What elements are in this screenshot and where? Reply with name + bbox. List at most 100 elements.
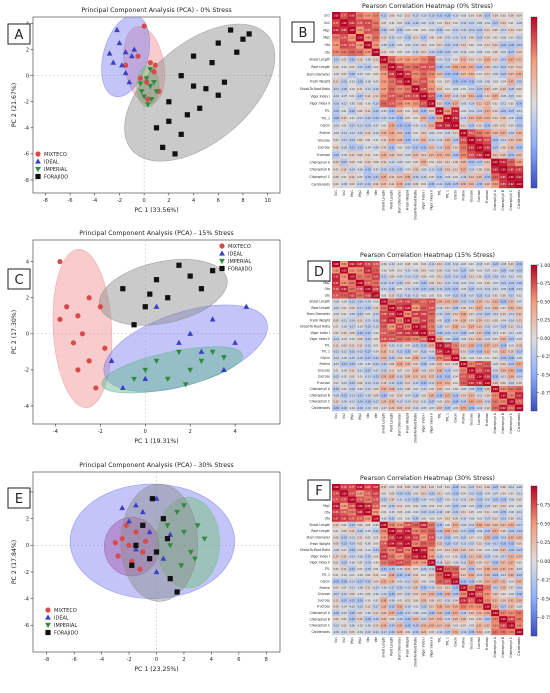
heatmap-cell-value: -0.01	[357, 376, 363, 379]
heatmap-cell-value: 0.32	[389, 401, 395, 404]
heatmap-cell-value: 0.01	[413, 117, 419, 120]
heatmap-cell-value: 0.92	[413, 555, 419, 558]
heatmap-cell-value: -0.25	[389, 44, 395, 47]
heatmap-cell	[363, 100, 372, 108]
heatmap-cell	[371, 553, 380, 560]
heatmap-cell	[507, 386, 516, 393]
heatmap-cell-value: 0.08	[389, 618, 395, 621]
heatmap-cell-value: -0.07	[397, 37, 403, 40]
heatmap-cell-value: -0.04	[365, 549, 371, 552]
heatmap-cell-value: 0.23	[381, 618, 387, 621]
heatmap-cell	[467, 261, 476, 268]
heatmap-cell-value: -0.06	[421, 612, 427, 615]
heatmap-cell	[499, 286, 508, 293]
heatmap-cell-value: 0.31	[477, 624, 483, 627]
heatmap-cell	[403, 603, 412, 611]
heatmap-cell	[515, 166, 524, 174]
heatmap-cell	[499, 565, 508, 573]
heatmap-cell-value: 0.12	[445, 518, 451, 521]
heatmap-cell	[515, 304, 524, 312]
heatmap-cell	[467, 502, 476, 510]
heatmap-cell	[467, 404, 476, 412]
heatmap-cell	[483, 584, 492, 592]
heatmap-cell	[332, 534, 341, 541]
heatmap-cell-value: 0.55	[493, 394, 499, 397]
heatmap-cell-value: 0.12	[413, 401, 419, 404]
heatmap-cell-value: 0.13	[333, 524, 339, 527]
data-point-triangle-down	[148, 97, 155, 103]
heatmap-cell-value: 0.65	[381, 307, 387, 310]
heatmap-cell-value: 0.40	[389, 132, 395, 135]
heatmap-cell	[403, 515, 412, 522]
heatmap-cell	[507, 304, 516, 312]
heatmap-cell-value: 0.46	[445, 110, 451, 113]
heatmap-cell-value: -0.23	[516, 549, 522, 552]
heatmap-cell	[515, 311, 524, 318]
heatmap-cell	[332, 559, 341, 566]
heatmap-cell-value: -0.34	[460, 81, 466, 84]
heatmap-cell	[347, 367, 357, 374]
heatmap-cell-value: 0.04	[461, 486, 467, 489]
heatmap-cell-value: 0.12	[453, 169, 459, 172]
heatmap-cell-value: 0.20	[516, 307, 522, 310]
heatmap-cell-value: 0.66	[397, 95, 403, 98]
heatmap-cell	[443, 323, 452, 330]
heatmap-cell-value: -0.29	[444, 612, 450, 615]
heatmap-cell	[411, 509, 420, 516]
heatmap-cell-value: 0.20	[493, 524, 499, 527]
heatmap-cell	[339, 521, 349, 529]
heatmap-cell-value: 0.46	[389, 326, 395, 329]
data-point-triangle	[142, 375, 149, 381]
heatmap-cell-value: 0.56	[501, 401, 507, 404]
heatmap-cell-value: 0.04	[516, 29, 522, 32]
heatmap-cell-value: 0.16	[501, 599, 507, 602]
heatmap-cell	[467, 590, 476, 598]
heatmap-cell-value: -0.08	[484, 81, 490, 84]
heatmap-cell-value: -0.29	[500, 44, 506, 47]
heatmap-cell	[499, 521, 508, 529]
heatmap-cell-value: 0.07	[469, 536, 475, 539]
heatmap-cell-value: -0.04	[365, 147, 371, 150]
heatmap-cell	[491, 336, 500, 343]
heatmap-cell	[387, 267, 396, 274]
data-point-square	[167, 576, 173, 582]
heatmap-cell-value: 0.28	[461, 161, 467, 164]
heatmap-cell-value: -0.14	[436, 307, 442, 310]
heatmap-cell-value: 0.49	[397, 524, 403, 527]
heatmap-cell-value: 0.59	[461, 606, 467, 609]
heatmap-cell	[467, 48, 476, 57]
heatmap-cell-value: -0.12	[365, 388, 371, 391]
heatmap-cell-value: 1.00	[389, 530, 395, 533]
heatmap-cell	[451, 540, 460, 548]
heatmap-row-label: Shoot Length	[309, 300, 330, 304]
heatmap-cell	[443, 348, 452, 355]
heatmap-cell-value: 0.85	[509, 169, 515, 172]
heatmap-cell	[419, 317, 428, 324]
heatmap-cell-value: -0.25	[349, 599, 355, 602]
heatmap-cell	[499, 311, 508, 318]
heatmap-cell-value: 0.21	[485, 161, 491, 164]
heatmap-cell	[395, 136, 404, 145]
heatmap-cell-value: 1.00	[445, 117, 451, 120]
heatmap-cell-value: -0.00	[373, 562, 379, 565]
heatmap-cell-value: 0.09	[485, 37, 491, 40]
heatmap-cell-value: 0.92	[501, 407, 507, 410]
heatmap-cell	[491, 496, 500, 504]
heatmap-cell	[491, 63, 500, 71]
heatmap-cell	[347, 603, 357, 611]
heatmap-cell-value: 0.24	[493, 344, 499, 347]
heatmap-cell	[515, 616, 524, 623]
heatmap-cell-value: 0.29	[501, 338, 507, 341]
heatmap-cell-value: 0.12	[373, 95, 379, 98]
heatmap-cell-value: -0.21	[349, 301, 355, 304]
heatmap-cell-value: 1.00	[333, 263, 339, 266]
heatmap-cell-value: 0.50	[341, 276, 347, 279]
data-point-circle	[35, 151, 41, 157]
heatmap-cell-value: 0.22	[461, 344, 467, 347]
heatmap-cell	[395, 298, 404, 305]
heatmap-cell-value: 0.46	[516, 161, 522, 164]
heatmap-cell	[467, 609, 476, 617]
heatmap-cell	[491, 279, 500, 287]
heatmap-cell-value: -0.19	[468, 29, 474, 32]
heatmap-cell	[387, 317, 396, 324]
